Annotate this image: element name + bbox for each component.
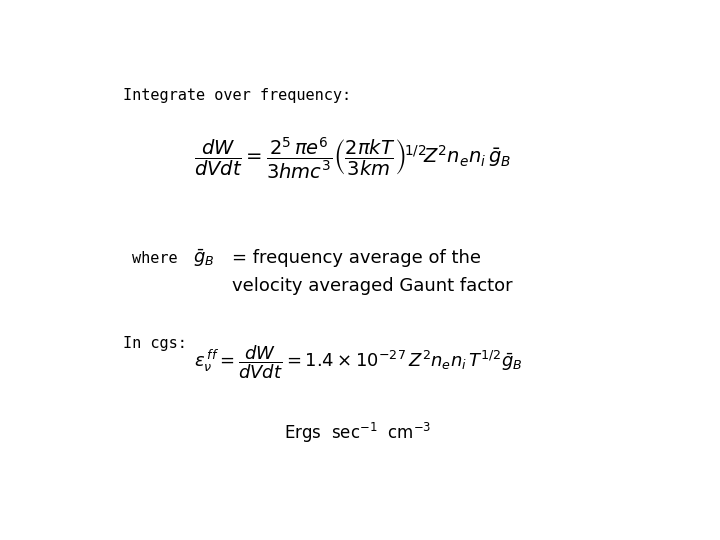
Text: velocity averaged Gaunt factor: velocity averaged Gaunt factor xyxy=(233,277,513,295)
Text: where: where xyxy=(132,251,177,266)
Text: $\dfrac{dW}{dVdt} = \dfrac{2^5\,\pi e^6}{3hmc^3}\left(\dfrac{2\pi kT}{3km}\right: $\dfrac{dW}{dVdt} = \dfrac{2^5\,\pi e^6}… xyxy=(194,136,511,181)
Text: In cgs:: In cgs: xyxy=(124,336,187,351)
Text: $\varepsilon_\nu^{\,ff} = \dfrac{dW}{dVdt} = 1.4\times10^{-27}\,Z^2 n_e n_i\,T^{: $\varepsilon_\nu^{\,ff} = \dfrac{dW}{dVd… xyxy=(194,343,522,381)
Text: $\bar{g}_B$: $\bar{g}_B$ xyxy=(193,247,215,269)
Text: = frequency average of the: = frequency average of the xyxy=(233,249,481,267)
Text: Ergs  sec$^{-1}$  cm$^{-3}$: Ergs sec$^{-1}$ cm$^{-3}$ xyxy=(284,421,431,445)
Text: Integrate over frequency:: Integrate over frequency: xyxy=(124,87,351,103)
